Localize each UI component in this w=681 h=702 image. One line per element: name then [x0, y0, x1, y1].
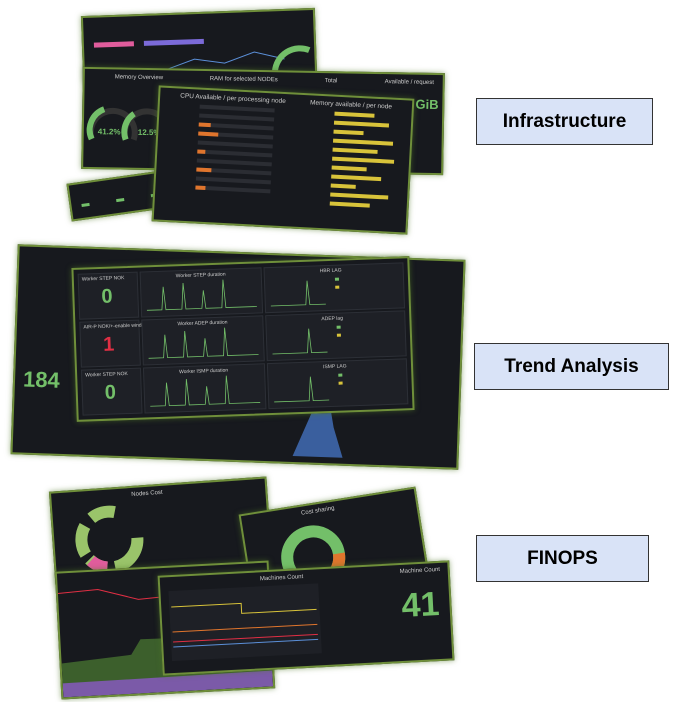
decoration: [274, 373, 343, 403]
decoration: [168, 583, 322, 662]
gauge-value: 41.2%: [97, 127, 121, 137]
stat-panel: Worker STEP NOK 0: [77, 271, 140, 320]
decoration: [93, 38, 311, 72]
section-label: Trend Analysis: [474, 343, 669, 390]
decoration: [272, 325, 341, 355]
decoration: [150, 375, 261, 407]
dashboard-shot: [80, 7, 318, 83]
stat-value: 0: [101, 285, 113, 308]
chart-panel: ADEP lag: [265, 310, 407, 362]
dashboard-shot: Nodes Cost: [48, 476, 274, 588]
stat-value: 1: [102, 333, 115, 356]
decoration: [146, 279, 257, 311]
dashboard-shot: Machines Count Machine Count 41: [157, 560, 455, 676]
decoration: [75, 505, 144, 574]
dashboard-shot: CPU Available / per processing node Memo…: [151, 85, 415, 235]
section-label: Infrastructure: [476, 98, 653, 145]
section-label: FINOPS: [476, 535, 649, 582]
panel-title: AIR-P NOK/+-enable wind: [83, 322, 142, 331]
chart-panel: Worker STEP duration: [139, 267, 264, 318]
dashboard-shot: 184: [10, 244, 466, 470]
stat-panel: AIR-P NOK/+-enable wind 1: [79, 319, 142, 368]
panel-title: Worker STEP NOK: [81, 275, 125, 283]
chart-panel: ISMP LAG: [266, 358, 409, 410]
stat-panel: Worker STEP NOK 0: [80, 367, 143, 416]
decoration: [292, 377, 343, 458]
chart-panel: Worker ISMP duration: [142, 363, 267, 414]
dashboard-shot: Worker STEP NOK 0 Worker STEP duration HBR …: [71, 256, 415, 422]
decoration: [270, 277, 340, 307]
chart-panel: Worker ADEP duration: [141, 315, 265, 366]
decoration: [148, 327, 259, 359]
panel-title: Worker STEP NOK: [85, 371, 128, 379]
chart-panel: HBR LAG: [263, 262, 406, 314]
stat-value: 0: [104, 381, 117, 404]
decoration: [195, 104, 395, 208]
